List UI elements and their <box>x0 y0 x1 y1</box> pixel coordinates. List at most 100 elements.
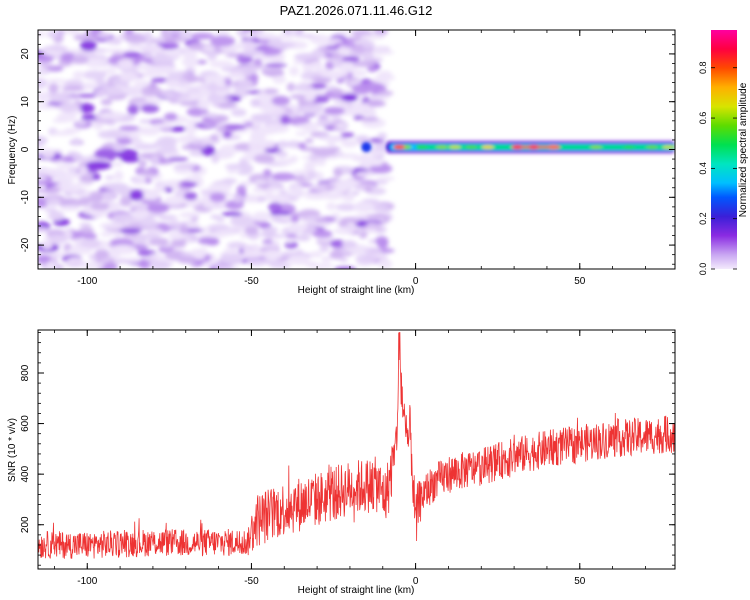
noise-blob <box>364 185 373 193</box>
noise-blob <box>325 184 334 191</box>
noise-blob <box>76 93 98 98</box>
spectrogram-signal-band <box>361 140 675 155</box>
noise-blob <box>170 238 181 249</box>
noise-blob <box>184 123 198 134</box>
noise-blob <box>197 236 219 245</box>
noise-blob <box>150 155 160 166</box>
noise-blob <box>379 209 391 216</box>
noise-blob <box>321 255 332 263</box>
noise-blob <box>56 177 75 184</box>
noise-blob <box>312 229 333 239</box>
noise-blob <box>85 161 111 170</box>
noise-blob <box>304 161 318 168</box>
noise-blob <box>129 189 144 201</box>
noise-blob <box>236 56 254 63</box>
y-tick-label: 600 <box>20 415 31 432</box>
snr-y-ticks: 200 400 600 800 <box>20 332 675 566</box>
noise-blob <box>55 182 82 194</box>
x-tick-label: -100 <box>77 276 97 287</box>
noise-blob <box>264 69 285 77</box>
noise-blob <box>236 184 247 195</box>
noise-blob <box>179 211 200 219</box>
noise-blob <box>117 58 134 69</box>
noise-blob <box>286 82 296 92</box>
noise-blob <box>361 34 385 40</box>
snr-background <box>38 330 675 569</box>
noise-blob <box>262 239 273 244</box>
noise-blob <box>138 159 147 168</box>
noise-blob <box>72 70 86 80</box>
noise-blob <box>186 232 196 239</box>
noise-blob <box>56 163 77 170</box>
noise-blob <box>233 87 249 99</box>
noise-blob <box>214 266 241 269</box>
noise-blob <box>239 180 253 187</box>
noise-blob <box>319 244 330 253</box>
noise-blob <box>266 186 286 192</box>
noise-blob <box>333 168 343 178</box>
noise-blob <box>209 134 219 142</box>
noise-blob <box>277 140 289 149</box>
noise-blob <box>64 127 82 134</box>
noise-blob <box>323 73 343 80</box>
noise-blob <box>221 211 243 217</box>
colorbar-tick-label: 0.6 <box>698 112 708 125</box>
noise-blob <box>285 238 294 244</box>
noise-blob <box>351 102 371 113</box>
noise-blob <box>38 226 49 233</box>
noise-blob <box>361 40 375 49</box>
signal-knot <box>361 142 372 153</box>
noise-blob <box>304 138 314 144</box>
noise-blob <box>332 60 343 68</box>
noise-blob <box>222 130 232 139</box>
y-tick-label: 0 <box>20 146 31 152</box>
noise-blob <box>336 153 360 159</box>
noise-blob <box>375 236 389 246</box>
spectrogram-x-ticks: -100 -50 0 50 <box>54 30 646 287</box>
snr-frame <box>37 329 676 570</box>
noise-blob <box>67 246 93 255</box>
noise-blob <box>73 33 99 42</box>
noise-blob <box>295 131 309 136</box>
noise-blob <box>38 31 47 38</box>
noise-blob <box>150 77 170 83</box>
noise-blob <box>38 175 47 181</box>
noise-blob <box>354 135 370 142</box>
noise-blob <box>148 237 170 246</box>
noise-blob <box>365 213 389 219</box>
noise-blob <box>100 86 124 97</box>
noise-blob <box>341 195 354 202</box>
noise-blob <box>190 32 215 40</box>
snr-x-ticks: -100 -50 0 50 <box>54 330 646 587</box>
noise-blob <box>263 226 279 233</box>
noise-blob <box>48 83 59 94</box>
noise-blob <box>340 132 355 138</box>
noise-blob <box>102 190 115 202</box>
noise-blob <box>109 248 121 260</box>
noise-blob <box>358 82 384 90</box>
y-tick-label: 800 <box>20 364 31 381</box>
noise-blob <box>142 31 153 39</box>
noise-blob <box>352 36 361 42</box>
noise-blob <box>48 91 62 98</box>
noise-blob <box>215 217 226 222</box>
noise-blob <box>236 40 258 51</box>
noise-blob <box>118 125 140 132</box>
noise-blob <box>79 40 97 52</box>
noise-blob <box>94 249 109 260</box>
noise-blob <box>271 95 291 106</box>
noise-blob <box>312 147 337 157</box>
noise-blob <box>59 205 81 212</box>
noise-blob <box>266 123 290 134</box>
y-tick-label: 20 <box>20 48 31 60</box>
noise-blob <box>253 153 276 164</box>
noise-blob <box>94 76 105 84</box>
noise-blob <box>378 90 394 96</box>
snr-series-line <box>38 332 675 559</box>
noise-blob <box>296 223 306 234</box>
noise-blob <box>166 79 181 89</box>
noise-blob <box>143 257 157 262</box>
noise-blob <box>38 254 51 264</box>
noise-blob <box>146 65 167 77</box>
